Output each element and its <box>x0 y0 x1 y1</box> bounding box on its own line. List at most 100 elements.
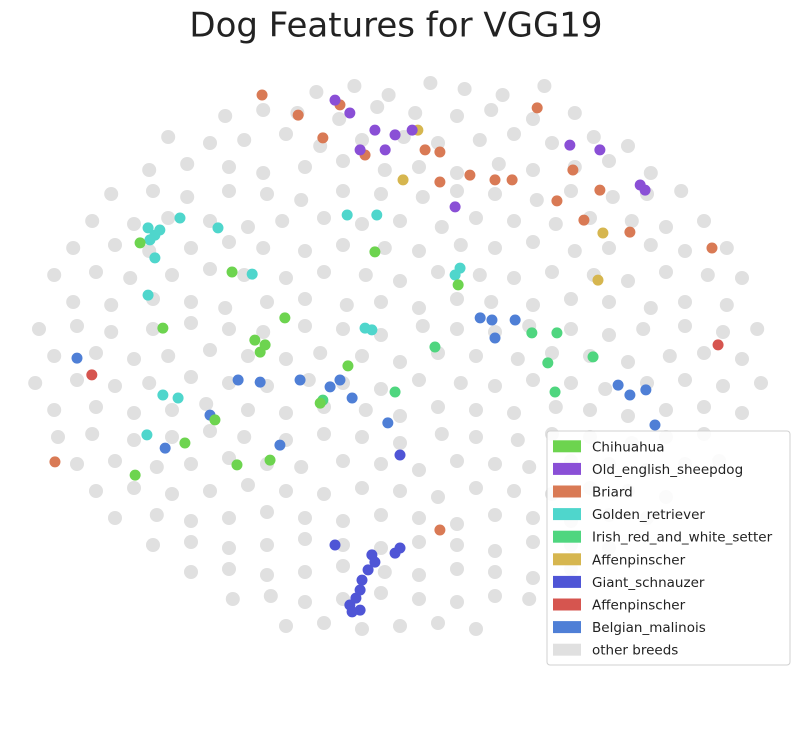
point <box>279 484 293 498</box>
point <box>621 274 635 288</box>
point <box>279 312 291 324</box>
point <box>47 403 62 417</box>
point <box>241 403 255 417</box>
point <box>184 565 198 579</box>
point <box>260 568 274 582</box>
point <box>161 130 176 144</box>
point <box>551 327 563 339</box>
point <box>165 487 179 501</box>
point <box>377 241 392 255</box>
point <box>222 562 236 576</box>
point <box>415 190 430 204</box>
point <box>264 454 276 466</box>
point <box>346 392 358 404</box>
point <box>222 541 236 555</box>
point <box>419 144 431 156</box>
legend-label: Irish_red_and_white_setter <box>592 530 773 546</box>
point <box>537 79 552 93</box>
point <box>149 460 164 474</box>
point <box>450 166 464 180</box>
point <box>366 324 378 336</box>
point <box>369 556 381 568</box>
point <box>488 379 502 393</box>
point <box>332 112 347 126</box>
point <box>678 319 692 333</box>
legend-label: Briard <box>592 485 633 501</box>
point <box>336 322 350 336</box>
point <box>754 376 768 390</box>
point <box>712 339 724 351</box>
legend-swatch <box>553 440 581 453</box>
point <box>89 400 103 414</box>
point <box>567 164 579 176</box>
point <box>317 211 331 225</box>
point <box>374 382 388 396</box>
point <box>346 606 358 618</box>
point <box>341 209 353 221</box>
point <box>358 268 373 282</box>
point <box>317 616 331 630</box>
point <box>324 381 336 393</box>
point <box>294 193 309 207</box>
point <box>142 163 157 177</box>
point <box>374 328 388 342</box>
point <box>32 322 46 336</box>
point <box>545 265 559 279</box>
point <box>279 271 293 285</box>
point <box>174 212 186 224</box>
point <box>605 190 620 204</box>
point <box>184 535 198 549</box>
point <box>260 505 274 519</box>
legend-swatch <box>553 598 581 611</box>
point <box>165 430 179 444</box>
point <box>659 265 673 279</box>
point <box>450 562 464 576</box>
point <box>624 226 636 238</box>
point <box>450 538 464 552</box>
point <box>222 184 236 198</box>
point <box>298 244 312 258</box>
point <box>70 319 84 333</box>
point <box>256 166 271 180</box>
point <box>260 538 274 552</box>
point <box>545 136 559 150</box>
legend-label: Old_english_sheepdog <box>592 462 743 478</box>
point <box>218 109 233 123</box>
point <box>292 109 304 121</box>
point <box>254 376 266 388</box>
point <box>412 592 426 606</box>
legend-label: Affenpinscher <box>592 552 686 568</box>
point <box>522 460 537 474</box>
point <box>735 406 749 420</box>
point <box>144 234 156 246</box>
point <box>336 154 350 168</box>
point <box>47 349 62 363</box>
point <box>674 184 689 198</box>
point <box>298 595 312 609</box>
point <box>203 214 217 228</box>
point <box>222 511 236 525</box>
point <box>412 160 426 174</box>
point <box>453 376 468 390</box>
point <box>735 271 749 285</box>
legend-box <box>546 430 791 666</box>
point <box>142 222 154 234</box>
point <box>602 295 616 309</box>
point <box>279 352 293 366</box>
legend-swatch <box>553 553 581 566</box>
point <box>298 511 312 525</box>
legend-label: Belgian_malinois <box>592 620 706 636</box>
point <box>355 217 369 231</box>
point <box>415 319 430 333</box>
point <box>450 109 464 123</box>
point <box>298 160 312 174</box>
point <box>488 508 502 522</box>
point <box>507 484 521 498</box>
point <box>298 565 312 579</box>
point <box>232 374 244 386</box>
legend: Chihuahua Old_english_sheepdog Briard Golde… <box>546 430 791 666</box>
point <box>70 373 84 387</box>
point <box>222 322 236 336</box>
point <box>394 542 406 554</box>
